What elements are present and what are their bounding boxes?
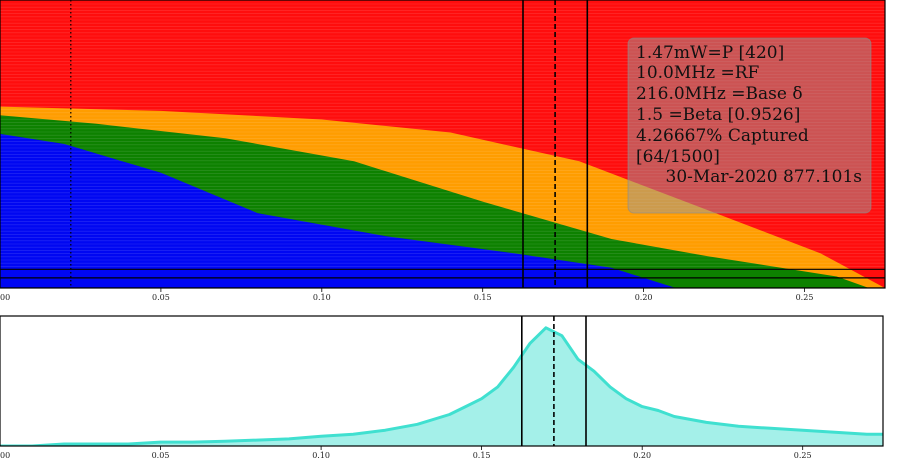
bottom-tick-label-0: 0.05 bbox=[152, 451, 170, 460]
bottom-series-fill bbox=[0, 327, 883, 446]
bottom-series-line bbox=[0, 326, 883, 446]
legend-line-base: 216.0MHz =Base δ bbox=[636, 84, 803, 104]
legend-background bbox=[627, 37, 872, 214]
legend-line-beta: 1.5 =Beta [0.9526] bbox=[636, 105, 800, 125]
top-axes-frame bbox=[0, 0, 886, 289]
top-tick-label-2: 0.15 bbox=[474, 293, 492, 302]
bottom-tick-label-2: 0.15 bbox=[473, 451, 491, 460]
bottom-vertical-lines bbox=[520, 316, 587, 446]
legend-line-captured: 4.26667% Captured bbox=[636, 126, 809, 146]
bottom-tick-label-3: 0.20 bbox=[633, 451, 651, 460]
legend-line-rf: 10.0MHz =RF bbox=[636, 63, 759, 83]
top-vertical-lines bbox=[70, 0, 589, 288]
top-series-area-3 bbox=[0, 133, 676, 288]
bottom-tick-label-edge: 00 bbox=[0, 451, 10, 460]
top-tick-label-4: 0.25 bbox=[796, 293, 814, 302]
top-plot-panel: 0.05 0.10 0.15 0.20 0.25 00 1.47mW=P [420] 10… bbox=[0, 0, 886, 302]
top-tick-label-0: 0.05 bbox=[152, 293, 170, 302]
bottom-tick-label-1: 0.10 bbox=[312, 451, 330, 460]
legend-line-power: 1.47mW=P [420] bbox=[636, 43, 784, 63]
bottom-tick-label-4: 0.25 bbox=[794, 451, 812, 460]
bottom-series-layer bbox=[0, 326, 883, 446]
top-tick-label-1: 0.10 bbox=[313, 293, 331, 302]
top-x-ticks: 0.05 0.10 0.15 0.20 0.25 00 bbox=[0, 288, 813, 302]
legend-line-timestamp: 30-Mar-2020 877.101s bbox=[666, 167, 862, 187]
top-tick-label-3: 0.20 bbox=[635, 293, 653, 302]
bottom-plot-panel: 0.05 0.10 0.15 0.20 0.25 00 bbox=[0, 315, 884, 460]
top-tick-label-edge: 00 bbox=[0, 293, 10, 302]
legend-line-count: [64/1500] bbox=[636, 147, 720, 167]
bottom-x-ticks: 0.05 0.10 0.15 0.20 0.25 00 bbox=[0, 446, 812, 460]
bottom-axes-frame bbox=[0, 315, 884, 447]
legend-box: 1.47mW=P [420] 10.0MHz =RF 216.0MHz =Bas… bbox=[627, 37, 872, 214]
